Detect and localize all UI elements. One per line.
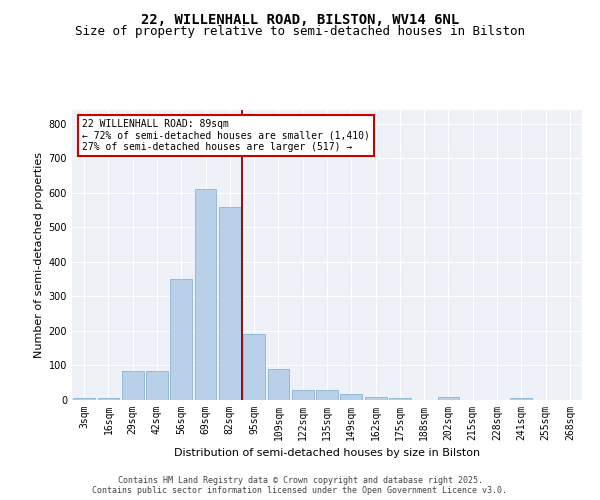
Bar [243, 334, 265, 400]
Bar [97, 398, 119, 400]
Bar [292, 390, 314, 400]
Text: Contains HM Land Registry data © Crown copyright and database right 2025.: Contains HM Land Registry data © Crown c… [118, 476, 482, 485]
Y-axis label: Number of semi-detached properties: Number of semi-detached properties [34, 152, 44, 358]
Bar [170, 279, 192, 400]
X-axis label: Distribution of semi-detached houses by size in Bilston: Distribution of semi-detached houses by … [174, 448, 480, 458]
Bar [194, 190, 217, 400]
Bar [73, 398, 95, 400]
Bar [511, 398, 532, 400]
Bar [146, 370, 168, 400]
Bar [316, 390, 338, 400]
Bar [389, 398, 411, 400]
Bar [219, 206, 241, 400]
Bar [122, 370, 143, 400]
Text: 22, WILLENHALL ROAD, BILSTON, WV14 6NL: 22, WILLENHALL ROAD, BILSTON, WV14 6NL [141, 12, 459, 26]
Text: Contains public sector information licensed under the Open Government Licence v3: Contains public sector information licen… [92, 486, 508, 495]
Bar [365, 396, 386, 400]
Text: 22 WILLENHALL ROAD: 89sqm
← 72% of semi-detached houses are smaller (1,410)
27% : 22 WILLENHALL ROAD: 89sqm ← 72% of semi-… [82, 118, 370, 152]
Bar [340, 394, 362, 400]
Text: Size of property relative to semi-detached houses in Bilston: Size of property relative to semi-detach… [75, 25, 525, 38]
Bar [268, 369, 289, 400]
Bar [437, 397, 460, 400]
